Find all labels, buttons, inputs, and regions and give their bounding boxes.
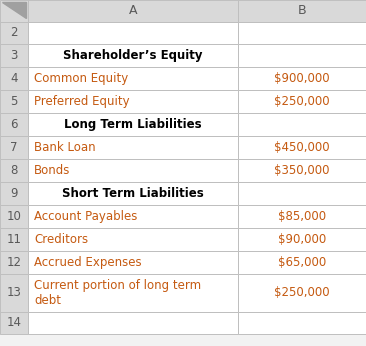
Bar <box>238 22 366 44</box>
Bar <box>28 251 238 274</box>
Text: $350,000: $350,000 <box>274 164 330 177</box>
Text: 13: 13 <box>7 286 22 300</box>
Bar <box>238 312 366 334</box>
Text: A: A <box>129 4 137 18</box>
Bar <box>28 274 238 312</box>
Bar <box>28 0 238 22</box>
Text: 6: 6 <box>10 118 18 131</box>
Text: 12: 12 <box>7 256 22 269</box>
Text: 8: 8 <box>10 164 18 177</box>
Bar <box>0 228 28 251</box>
Text: Creditors: Creditors <box>34 233 88 246</box>
Bar <box>28 90 238 113</box>
Bar <box>238 274 366 312</box>
Bar <box>0 182 28 205</box>
Bar <box>0 90 28 113</box>
Bar <box>238 90 366 113</box>
Text: B: B <box>298 4 306 18</box>
Text: Account Payables: Account Payables <box>34 210 137 223</box>
Bar <box>28 44 238 67</box>
Bar <box>238 67 366 90</box>
Text: 7: 7 <box>10 141 18 154</box>
Bar <box>28 182 238 205</box>
Text: 4: 4 <box>10 72 18 85</box>
Text: 5: 5 <box>10 95 18 108</box>
Bar <box>0 159 28 182</box>
Bar <box>0 205 28 228</box>
Bar <box>238 113 366 136</box>
Bar <box>238 205 366 228</box>
Text: 3: 3 <box>10 49 18 62</box>
Bar <box>28 22 238 44</box>
Bar <box>28 312 238 334</box>
Text: $65,000: $65,000 <box>278 256 326 269</box>
Bar <box>28 136 238 159</box>
Bar <box>28 67 238 90</box>
Text: $250,000: $250,000 <box>274 95 330 108</box>
Bar <box>0 274 28 312</box>
Bar <box>28 159 238 182</box>
Bar <box>28 205 238 228</box>
Text: 14: 14 <box>7 317 22 329</box>
Bar <box>0 67 28 90</box>
Bar <box>0 251 28 274</box>
Bar <box>0 312 28 334</box>
Bar <box>0 136 28 159</box>
Polygon shape <box>2 2 26 18</box>
Text: Short Term Liabilities: Short Term Liabilities <box>62 187 204 200</box>
Bar <box>28 113 238 136</box>
Text: $450,000: $450,000 <box>274 141 330 154</box>
Bar <box>28 228 238 251</box>
Bar <box>0 22 28 44</box>
Bar <box>238 159 366 182</box>
Text: 2: 2 <box>10 27 18 39</box>
Bar <box>238 182 366 205</box>
Text: Long Term Liabilities: Long Term Liabilities <box>64 118 202 131</box>
Text: Current portion of long term
debt: Current portion of long term debt <box>34 279 201 307</box>
Text: Preferred Equity: Preferred Equity <box>34 95 130 108</box>
Bar <box>238 136 366 159</box>
Text: $85,000: $85,000 <box>278 210 326 223</box>
Text: $250,000: $250,000 <box>274 286 330 300</box>
Bar <box>238 0 366 22</box>
Text: Common Equity: Common Equity <box>34 72 128 85</box>
Bar <box>238 251 366 274</box>
Text: Bonds: Bonds <box>34 164 70 177</box>
Bar <box>238 44 366 67</box>
Text: $90,000: $90,000 <box>278 233 326 246</box>
Bar <box>0 0 28 22</box>
Text: 10: 10 <box>7 210 22 223</box>
Text: Accrued Expenses: Accrued Expenses <box>34 256 142 269</box>
Bar <box>0 113 28 136</box>
Bar <box>238 228 366 251</box>
Text: Bank Loan: Bank Loan <box>34 141 96 154</box>
Text: $900,000: $900,000 <box>274 72 330 85</box>
Text: 11: 11 <box>7 233 22 246</box>
Bar <box>0 44 28 67</box>
Text: 9: 9 <box>10 187 18 200</box>
Text: Shareholder’s Equity: Shareholder’s Equity <box>63 49 203 62</box>
